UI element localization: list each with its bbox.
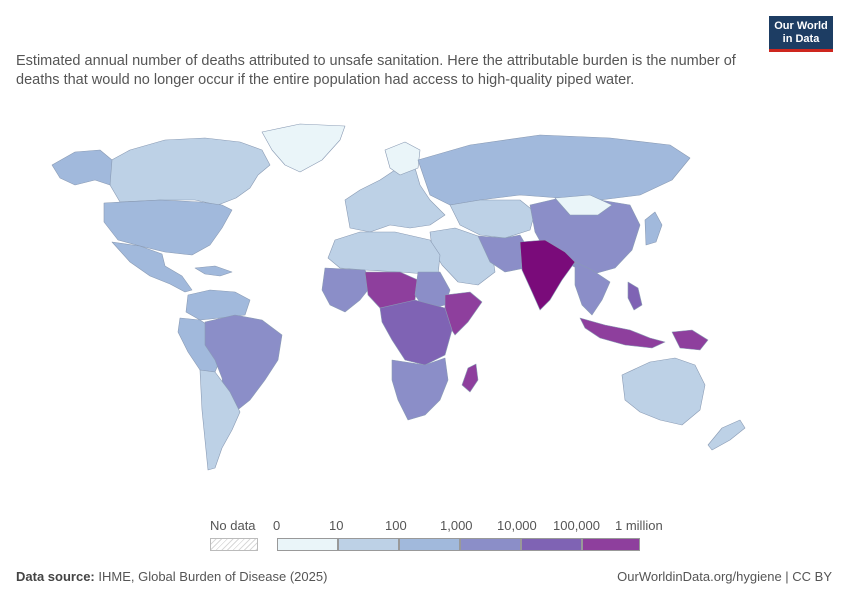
- legend-tick-100: 100: [385, 518, 407, 533]
- legend-tick-10000: 10,000: [497, 518, 537, 533]
- region-southern-cone[interactable]: [199, 369, 241, 471]
- region-indonesia[interactable]: [579, 317, 666, 349]
- region-southern-africa[interactable]: [391, 357, 449, 421]
- region-india[interactable]: [519, 239, 576, 311]
- region-philippines[interactable]: [627, 281, 643, 311]
- source-url[interactable]: OurWorldinData.org/hygiene | CC BY: [617, 569, 832, 584]
- legend-tick-1million: 1 million: [615, 518, 663, 533]
- region-alaska[interactable]: [51, 149, 113, 186]
- legend-swatch-1000-10000[interactable]: [460, 538, 521, 551]
- legend-no-data-label: No data: [210, 518, 256, 533]
- region-north-africa[interactable]: [327, 231, 441, 276]
- region-central-africa[interactable]: [379, 299, 453, 366]
- legend-swatch-100-1000[interactable]: [399, 538, 460, 551]
- data-source: Data source: IHME, Global Burden of Dise…: [16, 569, 327, 584]
- legend-no-data-swatch[interactable]: [210, 538, 258, 551]
- region-mexico[interactable]: [111, 241, 193, 293]
- region-mongolia[interactable]: [554, 194, 613, 216]
- chart-subtitle: Estimated annual number of deaths attrib…: [16, 53, 736, 88]
- logo-line-2: in Data: [782, 33, 820, 45]
- legend-swatch-10000-100000[interactable]: [521, 538, 582, 551]
- region-europe[interactable]: [344, 167, 446, 233]
- data-source-text[interactable]: IHME, Global Burden of Disease (2025): [98, 569, 328, 584]
- logo-line-1: Our World: [774, 20, 828, 32]
- region-russia[interactable]: [417, 134, 691, 206]
- owid-logo[interactable]: Our World in Data: [769, 16, 833, 52]
- legend-tick-1000: 1,000: [440, 518, 473, 533]
- legend-tick-100000: 100,000: [553, 518, 600, 533]
- region-central-asia[interactable]: [449, 199, 536, 239]
- region-caribbean[interactable]: [194, 265, 233, 277]
- region-japan[interactable]: [644, 211, 663, 246]
- region-australia[interactable]: [621, 357, 706, 426]
- legend-swatch-0-10[interactable]: [277, 538, 338, 551]
- legend-swatch-100000-1million[interactable]: [582, 538, 640, 551]
- region-southeast-asia[interactable]: [574, 261, 611, 316]
- region-west-africa[interactable]: [321, 267, 373, 313]
- region-colombia-venezuela[interactable]: [185, 289, 251, 321]
- world-map: [51, 123, 746, 471]
- region-scandinavia[interactable]: [384, 141, 421, 176]
- region-canada[interactable]: [107, 137, 271, 206]
- legend-tick-10: 10: [329, 518, 344, 533]
- region-madagascar[interactable]: [461, 363, 479, 393]
- legend-tick-0: 0: [273, 518, 281, 533]
- map-legend: No data 0 10 100 1,000 10,000 100,000 1 …: [205, 514, 675, 554]
- region-new-zealand[interactable]: [707, 419, 746, 451]
- region-papua[interactable]: [671, 329, 709, 351]
- region-usa[interactable]: [103, 199, 233, 256]
- region-greenland[interactable]: [261, 123, 346, 173]
- legend-swatch-10-100[interactable]: [338, 538, 399, 551]
- data-source-label: Data source:: [16, 569, 95, 584]
